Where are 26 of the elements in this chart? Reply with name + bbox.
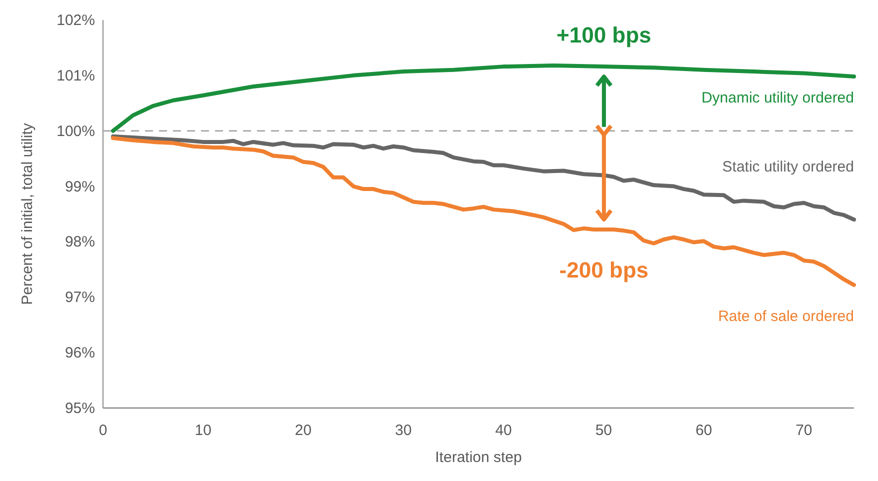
line-series xyxy=(111,136,856,287)
annotation: -200 bps xyxy=(559,258,649,283)
series-label: Dynamic utility ordered xyxy=(701,90,854,107)
y-tick-label: 96% xyxy=(64,344,95,362)
y-tick-label: 102% xyxy=(56,12,95,29)
series-label: Static utility ordered xyxy=(722,158,854,176)
x-tick-label: 50 xyxy=(595,422,612,439)
x-tick-label: 60 xyxy=(695,422,712,439)
series-label: Rate of sale ordered xyxy=(718,308,854,325)
y-tick-label: 98% xyxy=(64,234,95,251)
annotation: +100 bps xyxy=(556,22,652,48)
x-tick-label: 20 xyxy=(294,422,312,439)
x-axis-title: Iteration step xyxy=(435,449,522,466)
y-tick-label: 95% xyxy=(64,400,95,417)
x-tick-label: 40 xyxy=(495,422,512,439)
line-series xyxy=(111,134,856,222)
y-tick-label: 100% xyxy=(56,122,95,140)
y-tick-label: 99% xyxy=(64,178,95,196)
y-tick-label: 97% xyxy=(64,289,95,306)
x-tick-label: 0 xyxy=(98,422,108,439)
line-series xyxy=(111,63,856,133)
x-tick-label: 30 xyxy=(395,422,412,439)
y-axis-title: Percent of initial, total utility xyxy=(19,122,36,305)
x-tick-label: 10 xyxy=(194,422,212,439)
y-tick-label: 101% xyxy=(56,67,95,84)
x-tick-label: 70 xyxy=(796,422,812,439)
